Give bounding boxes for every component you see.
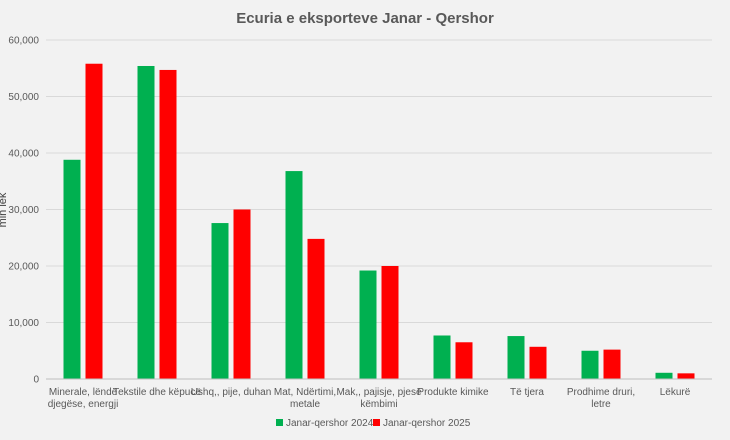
bar-2024: [581, 350, 599, 379]
x-category-label: Tekstile dhe këpucë: [113, 387, 201, 398]
y-tick-label: 60,000: [8, 36, 39, 47]
y-tick-label: 10,000: [8, 318, 39, 329]
x-category-label: Produkte kimike: [417, 387, 489, 398]
bar-2025: [85, 63, 103, 379]
gridlines: [46, 39, 712, 323]
x-category-label: Ushq,, pije, duhan: [191, 387, 272, 398]
bar-2024: [359, 270, 377, 379]
y-axis-label: mln lek: [0, 192, 9, 227]
category-labels: Minerale, lëndë djegëse, energjiTekstile …: [48, 387, 691, 410]
x-category-label: Minerale, lëndë djegëse, energji: [48, 387, 119, 410]
y-axis-ticks: 0 10,000 20,000 30,000 40,000 50,000 60,000: [8, 36, 39, 386]
y-tick-label: 50,000: [8, 92, 39, 103]
x-category-label: Të tjera: [510, 387, 544, 398]
bar-2025: [233, 209, 251, 379]
legend-swatch-2024: [276, 419, 283, 426]
bar-2025: [381, 266, 399, 379]
legend: Janar-qershor 2024 Janar-qershor 2025: [276, 418, 471, 429]
bar-2025: [677, 373, 695, 379]
bar-2025: [529, 346, 547, 379]
bar-2024: [211, 223, 229, 379]
y-tick-label: 40,000: [8, 149, 39, 160]
bar-2024: [433, 335, 451, 379]
y-tick-label: 30,000: [8, 205, 39, 216]
legend-label-2025: Janar-qershor 2025: [383, 418, 471, 429]
bar-2025: [455, 342, 473, 379]
bar-2025: [603, 349, 621, 379]
bar-2024: [63, 159, 81, 379]
y-tick-label: 20,000: [8, 262, 39, 273]
x-category-label: Prodhime druri, letre: [567, 387, 635, 410]
x-category-label: Mat, Ndërtimi, metale: [274, 387, 336, 410]
legend-swatch-2025: [373, 419, 380, 426]
x-category-label: Mak,, pajisje, pjesë këmbimi: [336, 387, 421, 410]
x-category-label: Lëkurë: [660, 387, 691, 398]
bars: [63, 63, 695, 380]
bar-2025: [307, 238, 325, 379]
bar-2024: [507, 336, 525, 379]
chart-title: Ecuria e eksporteve Janar - Qershor: [236, 10, 494, 27]
legend-label-2024: Janar-qershor 2024: [286, 418, 374, 429]
bar-2024: [655, 372, 673, 379]
bar-2025: [159, 69, 177, 379]
bar-2024: [285, 171, 303, 379]
y-tick-label: 0: [33, 375, 39, 386]
bar-2024: [137, 65, 155, 380]
